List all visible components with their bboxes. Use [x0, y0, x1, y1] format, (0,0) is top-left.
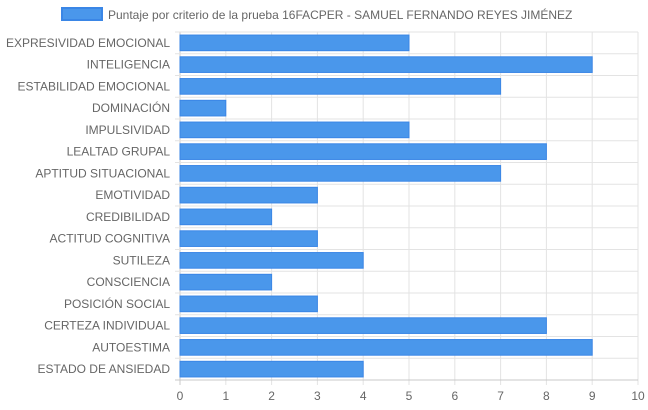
y-tick-label: LEALTAD GRUPAL: [67, 145, 171, 159]
bar: [179, 34, 410, 52]
bar: [179, 360, 364, 378]
bar: [179, 317, 547, 334]
bars: [179, 34, 593, 378]
x-tick-label: 5: [406, 389, 413, 403]
y-axis-labels: EXPRESIVIDAD EMOCIONAL INTELIGENCIA ESTABI…: [6, 36, 170, 376]
bar: [179, 339, 593, 356]
x-tick-label: 7: [497, 389, 504, 403]
y-tick-label: DOMINACIÓN: [92, 100, 170, 115]
y-tick-label: EXPRESIVIDAD EMOCIONAL: [6, 36, 170, 50]
x-tick-label: 8: [543, 389, 550, 403]
x-tick-label: 3: [314, 389, 321, 403]
bar: [179, 121, 410, 139]
bar: [179, 208, 273, 226]
y-tick-label: SUTILEZA: [113, 253, 170, 267]
legend-swatch: [61, 7, 103, 21]
bar: [179, 252, 364, 269]
bar: [179, 78, 502, 95]
x-tick-label: 0: [177, 389, 184, 403]
bar: [179, 230, 318, 247]
x-tick-label: 6: [451, 389, 458, 403]
y-tick-label: CONSCIENCIA: [87, 275, 170, 289]
legend-label: Puntaje por criterio de la prueba 16FACP…: [108, 7, 572, 22]
y-tick-label: EMOTIVIDAD: [95, 188, 170, 202]
y-tick-label: CERTEZA INDIVIDUAL: [44, 319, 170, 333]
y-tick-label: ESTABILIDAD EMOCIONAL: [18, 79, 171, 93]
y-tick-label: CREDIBILIDAD: [86, 210, 170, 224]
y-tick-label: ESTADO DE ANSIEDAD: [38, 362, 171, 376]
x-tick-label: 9: [589, 389, 596, 403]
y-tick-label: POSICIÓN SOCIAL: [64, 296, 170, 311]
x-axis-labels: 0 1 2 3 4 5 6 7 8 9 10: [177, 389, 645, 403]
bar: [179, 295, 318, 313]
bar: [179, 186, 318, 204]
bar: [179, 273, 273, 291]
y-tick-label: APTITUD SITUACIONAL: [35, 166, 170, 180]
bar: [179, 99, 227, 117]
y-tick-label: INTELIGENCIA: [87, 58, 170, 72]
y-tick-label: IMPULSIVIDAD: [85, 123, 170, 137]
x-tick-label: 1: [222, 389, 229, 403]
x-tick-label: 4: [360, 389, 367, 403]
y-tick-label: ACTITUD COGNITIVA: [50, 232, 170, 246]
x-tick-label: 10: [631, 389, 645, 403]
legend[interactable]: Puntaje por criterio de la prueba 16FACP…: [61, 7, 572, 22]
bar: [179, 56, 593, 73]
bar: [179, 143, 547, 160]
y-tick-label: AUTOESTIMA: [92, 340, 170, 354]
bar: [179, 165, 502, 182]
x-tick-label: 2: [268, 389, 275, 403]
